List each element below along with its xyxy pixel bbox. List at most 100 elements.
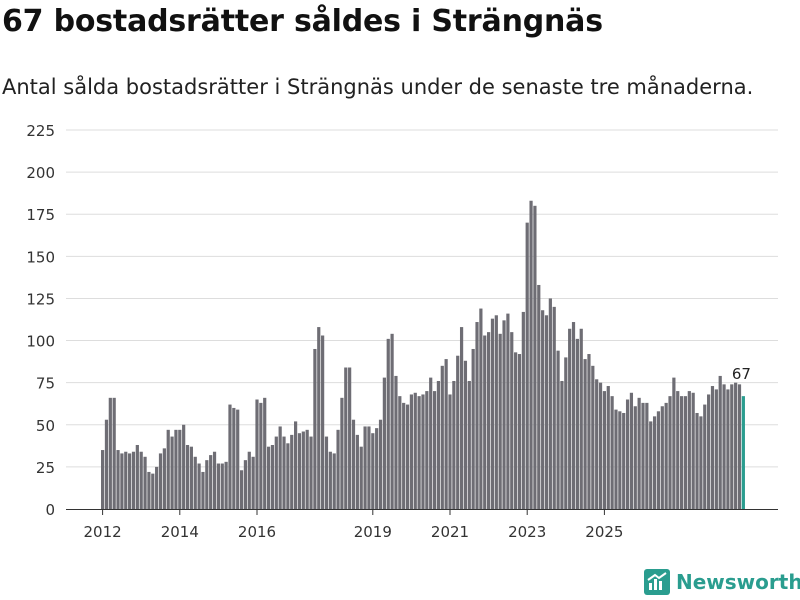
- y-tick-label: 150: [26, 248, 55, 266]
- gridlines: [66, 129, 778, 468]
- bar: [737, 384, 742, 509]
- bar: [456, 355, 460, 509]
- bar: [656, 411, 661, 509]
- x-tick-label: 2016: [238, 523, 276, 541]
- x-tick-label: 2025: [585, 523, 623, 541]
- bar: [185, 444, 190, 509]
- bar: [309, 436, 313, 509]
- bar: [730, 384, 734, 509]
- bar: [660, 406, 664, 509]
- bar: [239, 470, 244, 509]
- bar: [328, 451, 332, 509]
- bar: [394, 375, 398, 509]
- bar: [571, 322, 576, 509]
- bar: [216, 463, 220, 509]
- x-axis: 2012 2014 2016 2019 2021 2023 2025: [66, 509, 778, 541]
- bar: [687, 391, 691, 509]
- bar: [278, 426, 282, 509]
- bar: [425, 391, 429, 509]
- bar: [340, 397, 344, 509]
- bar: [610, 396, 614, 509]
- bar: [367, 426, 371, 509]
- bar: [564, 357, 568, 509]
- bar: [274, 436, 278, 509]
- bar: [510, 332, 514, 509]
- bar: [101, 450, 105, 509]
- bar: [166, 429, 170, 509]
- bar: [147, 471, 151, 509]
- bar: [409, 394, 413, 509]
- bar: [155, 466, 159, 509]
- bar: [263, 397, 267, 509]
- bar: [726, 389, 730, 509]
- bar: [436, 380, 441, 509]
- bar: [691, 392, 695, 509]
- y-tick-label: 75: [36, 375, 55, 393]
- bar: [197, 463, 201, 509]
- bar: [255, 399, 259, 509]
- bar: [232, 407, 236, 509]
- bar: [371, 433, 375, 509]
- bar: [359, 446, 363, 509]
- bar: [525, 222, 529, 509]
- bar: [487, 332, 491, 509]
- bar: [286, 443, 290, 509]
- bar: [182, 424, 186, 509]
- bar: [614, 409, 618, 509]
- bar: [116, 450, 120, 509]
- bar: [444, 359, 448, 509]
- bar: [595, 379, 599, 509]
- bar: [336, 429, 340, 509]
- bar: [220, 463, 224, 509]
- bar: [618, 411, 622, 509]
- bar: [714, 389, 718, 509]
- bar: [386, 338, 390, 509]
- bar: [479, 308, 483, 509]
- bar: [421, 394, 425, 509]
- bar: [591, 365, 595, 509]
- brand-logo: Newsworthy: [644, 569, 800, 595]
- bar: [317, 327, 321, 509]
- bar: [375, 428, 379, 509]
- bar: [695, 412, 699, 509]
- bar: [568, 328, 572, 509]
- bar: [672, 377, 676, 509]
- bar: [266, 446, 271, 509]
- bar: [243, 460, 248, 509]
- y-tick-label: 0: [45, 501, 55, 519]
- bar: [201, 471, 205, 509]
- bar: [633, 406, 637, 509]
- bar: [432, 391, 437, 509]
- bar: [471, 348, 475, 509]
- bar: [236, 409, 240, 509]
- bar: [529, 200, 533, 509]
- bar: [270, 444, 275, 509]
- bar: [290, 434, 294, 509]
- y-tick-label: 225: [26, 122, 55, 140]
- bar: [722, 384, 726, 509]
- bar: [514, 352, 518, 509]
- bar: [452, 380, 456, 509]
- bar: [158, 453, 163, 509]
- bar: [710, 386, 715, 509]
- bar: [162, 448, 166, 509]
- bar: [417, 396, 421, 509]
- bar: [645, 402, 649, 509]
- y-axis-ticks: 0 25 50 75 100 125 150 175 200 225: [26, 122, 55, 519]
- bar: [652, 416, 657, 509]
- bar: [189, 446, 193, 509]
- bar: [205, 460, 209, 509]
- bar: [560, 380, 564, 509]
- x-tick-label: 2023: [508, 523, 546, 541]
- chart-title: 67 bostadsrätter såldes i Strängnäs: [2, 4, 603, 39]
- bar: [521, 311, 525, 509]
- bar: [405, 404, 410, 509]
- bar: [699, 416, 703, 509]
- bar: [544, 315, 549, 509]
- bar: [575, 338, 579, 509]
- bar: [463, 360, 468, 509]
- bar: [112, 397, 116, 509]
- bar: [398, 396, 402, 509]
- bar: [583, 359, 587, 509]
